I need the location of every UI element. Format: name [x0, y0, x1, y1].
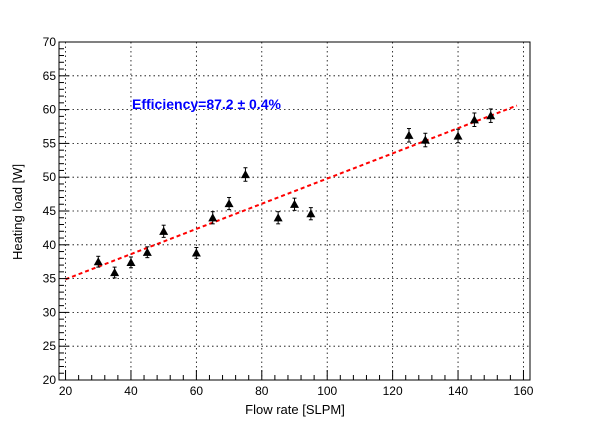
data-point	[93, 255, 103, 268]
data-point	[469, 112, 479, 127]
triangle-marker	[420, 135, 430, 144]
x-axis-label: Flow rate [SLPM]	[245, 402, 345, 417]
y-tick-label: 45	[43, 204, 57, 218]
y-tick-label: 35	[43, 272, 57, 286]
y-tick-label: 55	[43, 136, 57, 150]
efficiency-annotation: Efficiency=87.2 ± 0.4%	[132, 96, 281, 112]
data-point	[142, 246, 152, 259]
x-tick-label: 60	[190, 384, 204, 398]
triangle-marker	[273, 213, 283, 222]
triangle-marker	[110, 268, 120, 277]
y-tick-label: 30	[43, 305, 57, 319]
x-tick-label: 40	[124, 384, 138, 398]
triangle-marker	[306, 209, 316, 218]
data-point	[240, 167, 250, 182]
triangle-marker	[240, 169, 250, 179]
triangle-marker	[486, 111, 496, 120]
data-point	[306, 207, 316, 221]
y-axis-ticks: 20 25 30 35 40 45 50 55 60 65 70	[43, 35, 69, 387]
triangle-marker	[404, 130, 414, 139]
fit-line-group	[65, 104, 518, 281]
y-tick-label: 65	[43, 69, 57, 83]
data-point	[420, 132, 430, 148]
y-tick-label: 40	[43, 238, 57, 252]
data-point	[486, 108, 496, 123]
y-axis-label: Heating load [W]	[10, 164, 25, 260]
x-tick-label: 140	[448, 384, 468, 398]
triangle-marker	[142, 247, 152, 256]
y-tick-label: 60	[43, 103, 57, 117]
data-point	[453, 128, 463, 144]
data-point	[126, 256, 136, 269]
triangle-marker	[191, 248, 201, 257]
data-point	[224, 196, 234, 211]
data-point	[273, 211, 283, 225]
data-point	[191, 247, 201, 259]
grid-lines	[59, 41, 530, 381]
x-tick-label: 160	[513, 384, 533, 398]
y-tick-label: 70	[43, 35, 57, 49]
triangle-marker	[290, 199, 299, 208]
data-points	[93, 108, 496, 279]
data-point	[404, 128, 414, 143]
triangle-marker	[159, 226, 169, 235]
triangle-marker	[224, 199, 234, 208]
triangle-marker	[93, 257, 103, 266]
triangle-marker	[453, 131, 463, 140]
data-point	[159, 224, 169, 238]
y-tick-label: 20	[43, 373, 57, 387]
triangle-marker	[208, 213, 218, 222]
data-point	[290, 197, 299, 211]
y-tick-label: 25	[43, 339, 57, 353]
triangle-marker	[126, 257, 136, 266]
x-tick-label: 20	[59, 384, 73, 398]
fit-line	[65, 104, 518, 281]
x-axis-ticks: 20 40 60 80 100 120 140 160	[59, 370, 534, 398]
data-point	[208, 211, 218, 225]
triangle-marker	[469, 115, 479, 124]
data-point	[110, 266, 120, 279]
x-tick-label: 80	[255, 384, 269, 398]
x-tick-label: 120	[383, 384, 403, 398]
y-tick-label: 50	[43, 170, 57, 184]
x-tick-label: 100	[317, 384, 337, 398]
